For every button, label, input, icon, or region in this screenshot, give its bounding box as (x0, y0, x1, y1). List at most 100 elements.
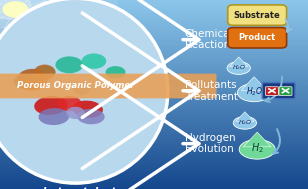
Bar (0, 123, 308, 125)
FancyArrowPatch shape (273, 129, 280, 154)
Bar (0, 118, 308, 121)
Bar (0, 121, 308, 123)
Ellipse shape (34, 65, 55, 79)
Bar (0, 184, 308, 187)
Bar (0, 102, 308, 104)
Bar (0, 78, 308, 80)
Circle shape (0, 0, 117, 72)
Bar (0, 168, 308, 170)
Ellipse shape (17, 69, 48, 90)
Bar (0, 24, 308, 26)
Bar (0, 61, 308, 64)
Ellipse shape (38, 108, 69, 125)
Polygon shape (230, 57, 248, 67)
Bar (0, 66, 308, 69)
Bar (0, 92, 308, 94)
Bar (0, 165, 308, 168)
Bar (0, 28, 308, 31)
Text: $H_2O$: $H_2O$ (232, 63, 246, 72)
Bar (0, 36, 308, 38)
Circle shape (0, 0, 46, 28)
Bar (0, 57, 308, 59)
Ellipse shape (55, 56, 83, 73)
Bar (0, 182, 308, 184)
Bar (0, 132, 308, 135)
Bar (0, 153, 308, 156)
Bar (0, 125, 308, 128)
Bar (0, 12, 308, 14)
Bar (0, 7, 308, 9)
Bar (0, 52, 308, 54)
Bar (0, 106, 308, 109)
Bar (0, 156, 308, 158)
Bar (0, 14, 308, 17)
FancyBboxPatch shape (228, 5, 286, 25)
Bar (0, 73, 308, 76)
Ellipse shape (57, 96, 82, 111)
Bar (0, 146, 308, 149)
Text: Chemical
Reactions: Chemical Reactions (185, 29, 236, 50)
Bar (0, 149, 308, 151)
Text: Porous Organic Polymer: Porous Organic Polymer (17, 81, 134, 91)
Bar (0, 80, 308, 83)
Ellipse shape (105, 66, 126, 78)
Bar (0, 172, 308, 175)
Ellipse shape (82, 53, 106, 69)
Bar (0, 111, 308, 113)
Text: Substrate: Substrate (234, 11, 281, 20)
Bar (0, 71, 308, 73)
Bar (0, 90, 308, 92)
Bar (0, 163, 308, 165)
Ellipse shape (34, 64, 55, 80)
Ellipse shape (73, 83, 90, 95)
Bar (0, 31, 308, 33)
FancyArrowPatch shape (265, 77, 282, 102)
Bar (0, 17, 308, 19)
Circle shape (3, 2, 28, 17)
Bar (0, 33, 308, 36)
Bar (0, 9, 308, 12)
Circle shape (0, 0, 31, 19)
Bar (0, 69, 308, 71)
Bar (0, 87, 308, 90)
Text: Pollutants
Treatment: Pollutants Treatment (185, 80, 238, 101)
Bar (0, 135, 308, 137)
Bar (0, 47, 308, 50)
FancyArrowPatch shape (82, 66, 199, 189)
Bar (0, 158, 308, 161)
Text: $H_2O$: $H_2O$ (238, 118, 252, 126)
Bar (0, 144, 308, 146)
FancyArrowPatch shape (286, 19, 291, 32)
Bar (0, 38, 308, 40)
Bar (0, 130, 308, 132)
Bar (0, 128, 308, 130)
Bar (0, 0, 308, 2)
Text: $H_2O$: $H_2O$ (245, 85, 263, 98)
FancyBboxPatch shape (265, 87, 278, 95)
Bar (0, 21, 308, 24)
Bar (0, 94, 308, 97)
Bar (0, 180, 308, 182)
Ellipse shape (239, 139, 275, 159)
Bar (0, 161, 308, 163)
Ellipse shape (77, 109, 105, 124)
Bar (0, 109, 308, 111)
Bar (0, 26, 308, 28)
Bar (0, 151, 308, 153)
Bar (0, 19, 308, 21)
Ellipse shape (73, 101, 103, 118)
Bar (0, 54, 308, 57)
Text: photocatalyst: photocatalyst (35, 187, 116, 189)
Bar (0, 137, 308, 139)
FancyArrowPatch shape (82, 0, 199, 118)
Bar (0, 170, 308, 172)
FancyBboxPatch shape (0, 74, 217, 98)
Bar (0, 64, 308, 66)
Bar (0, 139, 308, 142)
Circle shape (0, 0, 65, 40)
FancyBboxPatch shape (279, 87, 292, 95)
Bar (0, 99, 308, 102)
Bar (0, 85, 308, 87)
Polygon shape (236, 112, 254, 121)
Bar (0, 177, 308, 180)
